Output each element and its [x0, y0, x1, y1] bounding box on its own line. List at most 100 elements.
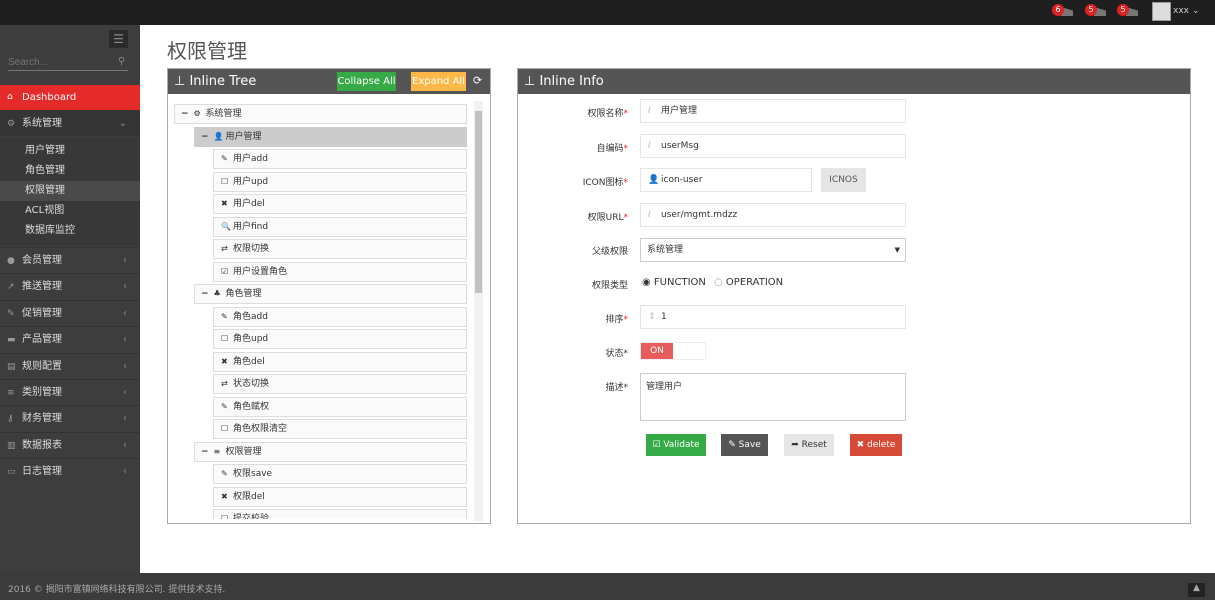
collapse-all-button[interactable]: Collapse All [337, 72, 396, 91]
chevron-down-icon: ⌄ [118, 118, 127, 129]
submenu-item-permissions[interactable]: 权限管理 [0, 181, 140, 201]
sidebar-item-label: 促销管理 [22, 307, 62, 319]
parent-select[interactable]: 系统管理 ▼ [640, 238, 906, 262]
sidebar-item-dashboard[interactable]: ⌂ Dashboard [0, 85, 140, 110]
code-label: 自编码* [596, 144, 628, 154]
sidebar-item[interactable]: ⚷ 财务管理 ‹ [0, 405, 140, 431]
expand-all-button[interactable]: Expand All [411, 72, 466, 91]
tree-node-icon: ✎ [221, 401, 228, 411]
status-toggle[interactable]: ON [640, 342, 706, 360]
sidebar-item[interactable]: ≡ 类别管理 ‹ [0, 379, 140, 405]
scrollbar-thumb[interactable] [475, 111, 482, 293]
sidebar-item[interactable]: ▬ 产品管理 ‹ [0, 326, 140, 352]
tree-node[interactable]: − ♣ 角色管理 [194, 284, 467, 304]
tree-node-icon: 👤 [213, 131, 224, 141]
notification-bell[interactable]: 6 [1052, 4, 1078, 20]
chevron-down-icon: ⌄ [1191, 6, 1200, 16]
tree-node[interactable]: ☐ 角色upd [213, 329, 467, 349]
info-panel-header: ⊥ Inline Info [518, 69, 1190, 94]
submenu-item-acl[interactable]: ACL视图 [25, 205, 65, 216]
tree-node-icon: ☐ [221, 176, 229, 186]
tree-node[interactable]: ☐ 提交校验 [213, 509, 467, 519]
tree-node[interactable]: ☐ 用户upd [213, 171, 467, 192]
tree-node-label: 用户find [233, 221, 269, 232]
reset-button[interactable]: ➦ Reset [784, 434, 834, 456]
chevron-left-icon: ‹ [123, 307, 127, 319]
desc-textarea[interactable]: 管理用户 [640, 373, 906, 421]
tree-node[interactable]: ⇄ 状态切换 [213, 374, 467, 394]
toggle-on: ON [641, 343, 673, 359]
sidebar-item[interactable]: ▤ 规则配置 ‹ [0, 352, 140, 379]
chevron-left-icon: ‹ [123, 387, 127, 398]
notification-tasks[interactable]: 5 [1117, 4, 1143, 20]
tree-node[interactable]: ☐ 角色权限清空 [213, 419, 467, 439]
tree-node[interactable]: ✎ 角色add [213, 306, 467, 327]
sidebar-item-label: 会员管理 [22, 255, 62, 266]
sidebar-item-label: 规则配置 [22, 360, 62, 372]
menu-toggle-icon[interactable]: ☰ [109, 30, 128, 48]
search-icon[interactable]: ⚲ [118, 56, 126, 67]
tree-node-icon: ✖ [221, 356, 228, 366]
tree-node[interactable]: ✎ 用户add [213, 149, 467, 169]
tree-node-label: 权限save [233, 469, 273, 479]
collapse-toggle-icon[interactable]: − [201, 289, 209, 299]
sidebar-item[interactable]: ▭ 日志管理 ‹ [0, 458, 140, 484]
tree-node-label: 角色权限清空 [233, 424, 288, 434]
tree-scrollbar[interactable] [474, 101, 483, 521]
tree-node[interactable]: ✖ 权限del [213, 486, 467, 507]
sidebar-item[interactable]: ↗ 推送管理 ‹ [0, 273, 140, 299]
sidebar-item[interactable]: ● 会员管理 ‹ [0, 247, 140, 273]
tree-node[interactable]: ✎ 权限save [213, 464, 467, 484]
tree-node-icon: ⚙ [193, 109, 201, 118]
tree-panel: ⊥ Inline Tree Collapse All Expand All ⟳ … [167, 68, 491, 524]
tree-node[interactable]: ✎ 角色赋权 [213, 396, 467, 417]
tree-node[interactable]: ⇄ 权限切换 [213, 239, 467, 259]
icon-input[interactable]: 👤 icon-user [640, 168, 812, 192]
collapse-toggle-icon[interactable]: − [181, 109, 189, 119]
search-input[interactable] [8, 55, 128, 71]
submenu-item-db-monitor[interactable]: 数据库监控 [25, 225, 75, 236]
chevron-left-icon: ‹ [123, 413, 127, 425]
submenu-item-roles[interactable]: 角色管理 [25, 165, 65, 176]
sidebar-item[interactable]: ✎ 促销管理 ‹ [0, 299, 140, 326]
save-button[interactable]: ✎ Save [721, 434, 768, 456]
sidebar-item-system[interactable]: ⚙ 系统管理 ⌄ [0, 110, 140, 136]
collapse-toggle-icon[interactable]: − [201, 446, 209, 457]
type-radio-function[interactable]: ◉ FUNCTION [642, 277, 706, 288]
refresh-icon[interactable]: ⟳ [473, 74, 483, 87]
radio-empty-icon: ○ [714, 277, 723, 288]
scroll-top-icon[interactable]: ▲ [1188, 583, 1205, 597]
tree-node[interactable]: 🔍 用户find [213, 216, 467, 237]
user-menu[interactable]: xxx ⌄ [1173, 6, 1199, 16]
tree-node-icon: ☐ [221, 424, 229, 433]
submenu-item-users[interactable]: 用户管理 [25, 145, 65, 156]
tree-node[interactable]: − ⚙ 系统管理 [174, 104, 467, 124]
tree-node[interactable]: − ≡ 权限管理 [194, 441, 467, 462]
type-label: 权限类型 [591, 281, 628, 291]
tree-node[interactable]: ☑ 用户设置角色 [213, 261, 467, 282]
top-bar: 6 5 5 xxx ⌄ [0, 0, 1215, 25]
sidebar-item-label: 系统管理 [22, 118, 62, 129]
tree-node[interactable]: ✖ 角色del [213, 351, 467, 372]
sidebar-item[interactable]: ▥ 数据报表 ‹ [0, 431, 140, 458]
avatar[interactable] [1152, 2, 1171, 21]
sidebar: ☰ ⚲ ⌂ Dashboard ⚙ 系统管理 ⌄ 用户管理 角色管理 权限管理 ACL… [0, 25, 140, 573]
sitemap-icon: ⊥ [174, 74, 186, 89]
delete-button[interactable]: ✖ delete [850, 434, 902, 456]
sidebar-item-label: 财务管理 [22, 413, 62, 425]
footer: 2016 © 揭阳市富镇网络科技有限公司. 提供技术支持. [0, 573, 1215, 600]
bars-icon: ≡ [7, 388, 15, 398]
tree-node-label: 角色del [233, 356, 265, 367]
validate-button[interactable]: ☑ Validate [646, 434, 706, 456]
type-radio-operation[interactable]: ○ OPERATION [714, 277, 784, 288]
bar-chart-icon: ▥ [7, 440, 16, 451]
name-input[interactable]: I 用户管理 [640, 99, 906, 123]
collapse-toggle-icon[interactable]: − [201, 131, 209, 142]
notification-inbox[interactable]: 5 [1085, 4, 1111, 20]
tree-node[interactable]: − 👤 用户管理 [194, 126, 467, 147]
tree-node[interactable]: ✖ 用户del [213, 194, 467, 214]
sort-input[interactable]: ⇕ 1 [640, 305, 906, 329]
icons-button[interactable]: ICNOS [821, 168, 866, 192]
